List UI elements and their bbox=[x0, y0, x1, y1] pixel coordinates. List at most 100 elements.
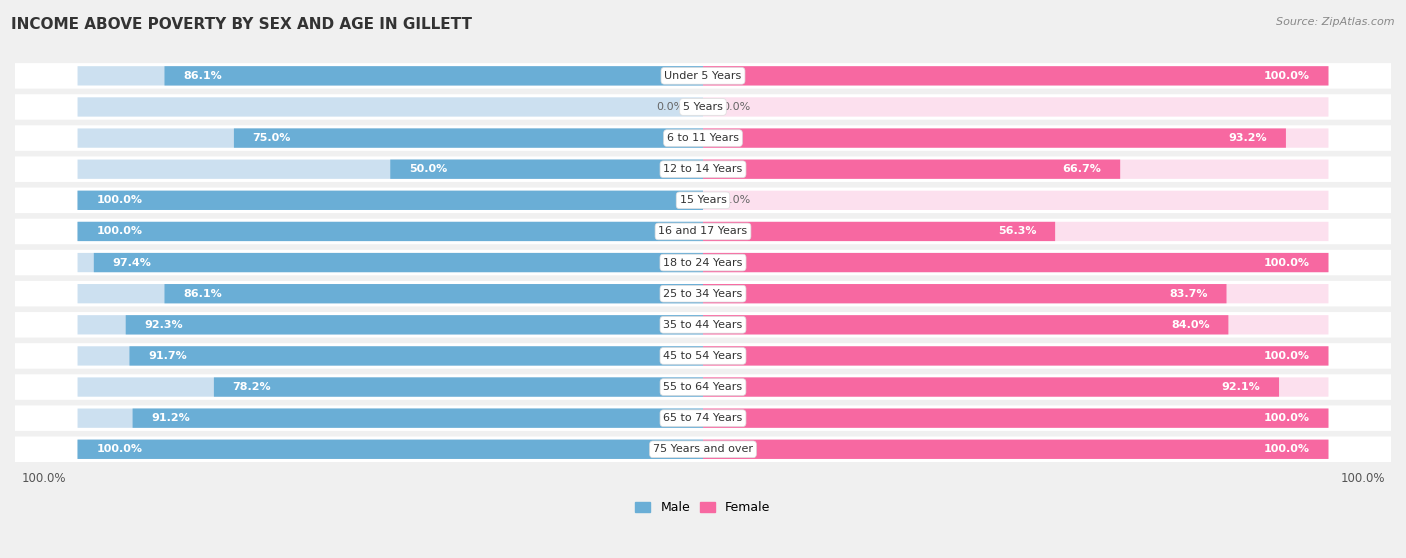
FancyBboxPatch shape bbox=[15, 94, 1391, 120]
Text: 15 Years: 15 Years bbox=[679, 195, 727, 205]
Text: 0.0%: 0.0% bbox=[721, 102, 749, 112]
Text: 50.0%: 50.0% bbox=[409, 164, 447, 174]
Text: Under 5 Years: Under 5 Years bbox=[665, 71, 741, 81]
FancyBboxPatch shape bbox=[703, 440, 1329, 459]
FancyBboxPatch shape bbox=[703, 347, 1329, 365]
Text: 0.0%: 0.0% bbox=[657, 102, 685, 112]
Text: 86.1%: 86.1% bbox=[183, 71, 222, 81]
Text: 92.3%: 92.3% bbox=[145, 320, 183, 330]
Text: 91.7%: 91.7% bbox=[148, 351, 187, 361]
Text: 56.3%: 56.3% bbox=[998, 227, 1036, 237]
FancyBboxPatch shape bbox=[15, 156, 1391, 182]
FancyBboxPatch shape bbox=[77, 315, 703, 334]
Text: 100.0%: 100.0% bbox=[1264, 444, 1310, 454]
Text: 100.0%: 100.0% bbox=[21, 472, 66, 485]
FancyBboxPatch shape bbox=[233, 128, 703, 148]
FancyBboxPatch shape bbox=[703, 191, 1329, 210]
Text: Source: ZipAtlas.com: Source: ZipAtlas.com bbox=[1277, 17, 1395, 27]
FancyBboxPatch shape bbox=[15, 436, 1391, 462]
Text: 75.0%: 75.0% bbox=[253, 133, 291, 143]
FancyBboxPatch shape bbox=[15, 126, 1391, 151]
Legend: Male, Female: Male, Female bbox=[630, 496, 776, 519]
FancyBboxPatch shape bbox=[77, 377, 703, 397]
FancyBboxPatch shape bbox=[703, 347, 1329, 365]
FancyBboxPatch shape bbox=[703, 284, 1226, 304]
Text: 86.1%: 86.1% bbox=[183, 288, 222, 299]
FancyBboxPatch shape bbox=[15, 312, 1391, 338]
Text: 100.0%: 100.0% bbox=[96, 195, 142, 205]
FancyBboxPatch shape bbox=[703, 377, 1329, 397]
FancyBboxPatch shape bbox=[77, 128, 703, 148]
FancyBboxPatch shape bbox=[703, 66, 1329, 85]
FancyBboxPatch shape bbox=[132, 408, 703, 428]
FancyBboxPatch shape bbox=[77, 160, 703, 179]
FancyBboxPatch shape bbox=[77, 191, 703, 210]
FancyBboxPatch shape bbox=[703, 253, 1329, 272]
Text: 100.0%: 100.0% bbox=[96, 444, 142, 454]
Text: 78.2%: 78.2% bbox=[232, 382, 271, 392]
Text: 5 Years: 5 Years bbox=[683, 102, 723, 112]
Text: 66.7%: 66.7% bbox=[1063, 164, 1101, 174]
FancyBboxPatch shape bbox=[77, 347, 703, 365]
FancyBboxPatch shape bbox=[15, 250, 1391, 275]
FancyBboxPatch shape bbox=[703, 66, 1329, 85]
Text: 45 to 54 Years: 45 to 54 Years bbox=[664, 351, 742, 361]
FancyBboxPatch shape bbox=[703, 128, 1286, 148]
FancyBboxPatch shape bbox=[15, 63, 1391, 89]
FancyBboxPatch shape bbox=[15, 343, 1391, 369]
Text: 92.1%: 92.1% bbox=[1222, 382, 1260, 392]
FancyBboxPatch shape bbox=[77, 66, 703, 85]
FancyBboxPatch shape bbox=[77, 97, 703, 117]
FancyBboxPatch shape bbox=[703, 160, 1121, 179]
Text: 91.2%: 91.2% bbox=[152, 413, 190, 423]
FancyBboxPatch shape bbox=[15, 187, 1391, 213]
Text: 100.0%: 100.0% bbox=[1340, 472, 1385, 485]
Text: 65 to 74 Years: 65 to 74 Years bbox=[664, 413, 742, 423]
FancyBboxPatch shape bbox=[125, 315, 703, 334]
Text: 97.4%: 97.4% bbox=[112, 258, 152, 268]
FancyBboxPatch shape bbox=[77, 408, 703, 428]
FancyBboxPatch shape bbox=[15, 406, 1391, 431]
Text: 0.0%: 0.0% bbox=[721, 195, 749, 205]
Text: 100.0%: 100.0% bbox=[96, 227, 142, 237]
Text: 93.2%: 93.2% bbox=[1229, 133, 1267, 143]
FancyBboxPatch shape bbox=[15, 219, 1391, 244]
Text: 12 to 14 Years: 12 to 14 Years bbox=[664, 164, 742, 174]
FancyBboxPatch shape bbox=[703, 315, 1329, 334]
FancyBboxPatch shape bbox=[703, 253, 1329, 272]
FancyBboxPatch shape bbox=[165, 284, 703, 304]
Text: 16 and 17 Years: 16 and 17 Years bbox=[658, 227, 748, 237]
FancyBboxPatch shape bbox=[703, 222, 1054, 241]
FancyBboxPatch shape bbox=[703, 222, 1329, 241]
Text: 100.0%: 100.0% bbox=[1264, 258, 1310, 268]
Text: INCOME ABOVE POVERTY BY SEX AND AGE IN GILLETT: INCOME ABOVE POVERTY BY SEX AND AGE IN G… bbox=[11, 17, 472, 32]
FancyBboxPatch shape bbox=[703, 440, 1329, 459]
FancyBboxPatch shape bbox=[77, 440, 703, 459]
FancyBboxPatch shape bbox=[703, 160, 1329, 179]
Text: 25 to 34 Years: 25 to 34 Years bbox=[664, 288, 742, 299]
Text: 55 to 64 Years: 55 to 64 Years bbox=[664, 382, 742, 392]
FancyBboxPatch shape bbox=[703, 128, 1329, 148]
Text: 100.0%: 100.0% bbox=[1264, 71, 1310, 81]
Text: 84.0%: 84.0% bbox=[1171, 320, 1209, 330]
FancyBboxPatch shape bbox=[77, 191, 703, 210]
FancyBboxPatch shape bbox=[703, 408, 1329, 428]
FancyBboxPatch shape bbox=[703, 284, 1329, 304]
FancyBboxPatch shape bbox=[703, 377, 1279, 397]
FancyBboxPatch shape bbox=[77, 284, 703, 304]
Text: 35 to 44 Years: 35 to 44 Years bbox=[664, 320, 742, 330]
Text: 75 Years and over: 75 Years and over bbox=[652, 444, 754, 454]
FancyBboxPatch shape bbox=[77, 253, 703, 272]
FancyBboxPatch shape bbox=[703, 97, 1329, 117]
Text: 6 to 11 Years: 6 to 11 Years bbox=[666, 133, 740, 143]
FancyBboxPatch shape bbox=[703, 408, 1329, 428]
FancyBboxPatch shape bbox=[214, 377, 703, 397]
FancyBboxPatch shape bbox=[391, 160, 703, 179]
Text: 100.0%: 100.0% bbox=[1264, 351, 1310, 361]
Text: 100.0%: 100.0% bbox=[1264, 413, 1310, 423]
FancyBboxPatch shape bbox=[165, 66, 703, 85]
FancyBboxPatch shape bbox=[77, 222, 703, 241]
FancyBboxPatch shape bbox=[77, 440, 703, 459]
FancyBboxPatch shape bbox=[77, 222, 703, 241]
FancyBboxPatch shape bbox=[703, 315, 1229, 334]
